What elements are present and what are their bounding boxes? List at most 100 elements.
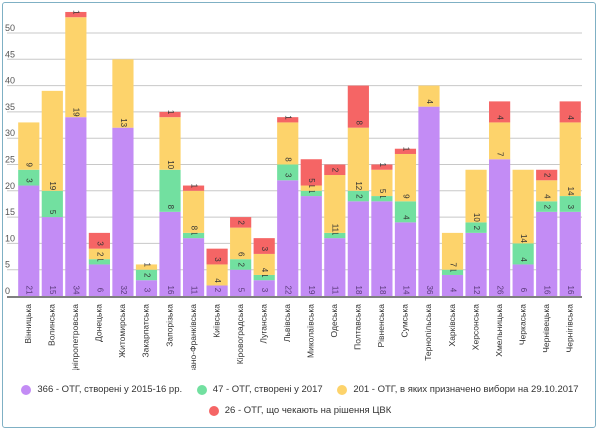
bar-stack: 16 2 4 2 — [536, 169, 558, 296]
bar-data-label: 34 — [72, 286, 81, 295]
bar-stack: 16 3 14 4 — [559, 101, 581, 296]
legend-row-1: 366 - ОТГ, створені у 2015-16 рр. 47 - О… — [0, 384, 600, 395]
legend-label: 26 - ОТГ, що чекають на рішення ЦВК — [224, 405, 392, 416]
bar-segment — [135, 269, 158, 281]
bar-segment — [135, 264, 158, 270]
bar-data-label: 19 — [48, 181, 57, 190]
bar-data-label: 9 — [25, 163, 34, 168]
bar-data-label: 4 — [519, 257, 528, 262]
bar-segment — [230, 269, 252, 296]
legend-item[interactable]: 366 - ОТГ, створені у 2015-16 рр. — [21, 384, 182, 395]
legend-row-2: 26 - ОТГ, що чекають на рішення ЦВК — [0, 405, 600, 416]
bar-data-label: 5 — [378, 189, 387, 194]
bar-stack: 22 3 8 1 — [277, 115, 299, 296]
x-tick-label: Кіровоградська — [235, 304, 245, 365]
bar-segment — [394, 201, 417, 223]
x-tick-label: Рівненська — [376, 304, 386, 348]
x-tick-label: Одеська — [329, 304, 339, 338]
bar-segment — [371, 201, 393, 296]
bar-data-label: 2 — [213, 288, 222, 293]
bar-data-label: 12 — [354, 181, 363, 190]
bar-segment — [536, 211, 558, 296]
y-tick-label: 35 — [5, 102, 15, 112]
y-tick-label: 40 — [5, 76, 15, 86]
bar-segment — [65, 17, 87, 118]
x-tick-label: Львівська — [282, 304, 292, 342]
bar-segment — [18, 185, 40, 296]
x-tick-label: Вінницька — [23, 304, 33, 344]
x-tick-label: Закарпатська — [141, 304, 151, 358]
bar-segment — [159, 117, 181, 170]
bar-data-label: 7 — [448, 262, 457, 267]
y-tick-label: 25 — [5, 155, 15, 165]
bar-data-label: 2 — [237, 262, 246, 267]
x-tick-label: Полтавська — [353, 304, 363, 350]
bar-segment — [65, 11, 87, 18]
x-tick-label: Волинська — [47, 304, 57, 346]
bar-data-label: 11 — [189, 286, 198, 295]
bar-segment — [135, 280, 158, 296]
legend-item[interactable]: 47 - ОТГ, створені у 2017 — [196, 384, 323, 395]
x-tick-label: Донецька — [94, 304, 104, 342]
legend-item[interactable]: 201 - ОТГ, в яких призначено вибори на 2… — [337, 384, 579, 395]
bar-segment — [536, 169, 558, 181]
bar-segment — [536, 201, 558, 212]
bar-segment — [112, 59, 134, 128]
bars: 2139155193419161233213321168101111812435… — [18, 10, 581, 297]
bar-data-label: 7 — [495, 152, 504, 157]
bar-segment — [18, 169, 40, 186]
legend-item[interactable]: 26 - ОТГ, що чекають на рішення ЦВК — [208, 405, 392, 416]
bar-stack: 16 8 10 1 — [159, 110, 181, 296]
bar-data-label: 2 — [142, 273, 151, 278]
bar-data-label: 4 — [425, 99, 434, 104]
bar-data-label: 1 — [189, 184, 198, 189]
bar-segment — [465, 232, 487, 296]
bar-segment — [277, 164, 299, 181]
bar-data-label: 18 — [354, 286, 363, 295]
y-tick-label: 45 — [5, 49, 15, 59]
bar-segment — [159, 169, 181, 212]
bar-stack: 3 14 3 — [253, 238, 275, 296]
bar-data-label: 2 — [331, 168, 340, 173]
y-tick-label: 0 — [5, 286, 10, 296]
bar-segment — [206, 264, 228, 286]
y-tick-label: 30 — [5, 128, 15, 138]
bar-segment — [253, 274, 275, 281]
bar-data-label: 1 — [331, 231, 340, 236]
bar-stack: 6 4 14 — [512, 169, 534, 296]
bar-segment — [300, 196, 322, 296]
bar-segment — [512, 264, 534, 296]
bar-data-label: 3 — [260, 288, 269, 293]
bar-segment — [559, 122, 581, 197]
bar-data-label: 2 — [95, 252, 104, 257]
bar-data-label: 1 — [166, 110, 175, 115]
bar-segment — [489, 159, 511, 296]
x-tick-label: Черкаська — [517, 304, 527, 345]
bar-data-label: 16 — [566, 286, 575, 295]
bar-segment — [41, 90, 63, 191]
bar-segment — [300, 159, 322, 186]
bar-segment — [347, 127, 369, 191]
bar-data-label: 16 — [543, 286, 552, 295]
legend-swatch-icon — [208, 405, 219, 416]
bar-data-label: 1 — [260, 273, 269, 278]
bar-data-label: 8 — [166, 205, 175, 210]
bar-segment — [371, 169, 393, 197]
bar-data-label: 2 — [472, 226, 481, 231]
bar-segment — [253, 280, 275, 296]
bar-segment — [347, 201, 369, 296]
bar-stack: 12 2 10 — [465, 169, 487, 296]
bar-data-label: 1 — [95, 257, 104, 262]
bar-data-label: 19 — [72, 108, 81, 117]
bar-data-label: 1 — [142, 262, 151, 267]
bar-segment — [371, 164, 393, 170]
x-tick-label: Тернопільська — [423, 304, 433, 361]
legend-label: 366 - ОТГ, створені у 2015-16 рр. — [37, 384, 183, 395]
bar-segment — [41, 190, 63, 218]
bar-data-label: 18 — [378, 286, 387, 295]
bar-segment — [88, 248, 110, 260]
bar-data-label: 1 — [378, 194, 387, 199]
bar-data-label: 14 — [401, 286, 410, 295]
bar-data-label: 12 — [472, 286, 481, 295]
